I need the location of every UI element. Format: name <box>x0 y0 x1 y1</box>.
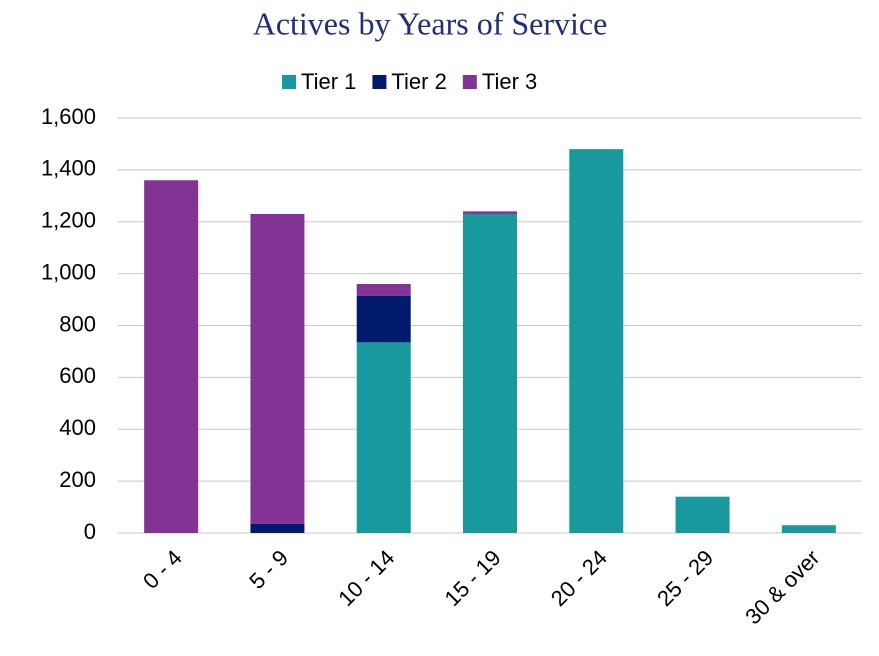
y-tick-label: 200 <box>59 467 96 492</box>
bar-segment <box>250 523 305 533</box>
x-tick-label: 20 - 24 <box>546 545 612 611</box>
bar-segment <box>781 525 836 533</box>
bar-segment <box>463 213 517 533</box>
y-tick-label: 1,400 <box>41 156 96 181</box>
legend-label: Tier 3 <box>482 69 537 94</box>
bar-segment <box>144 180 199 533</box>
x-tick-label: 5 - 9 <box>244 545 293 594</box>
x-tick-label: 30 & over <box>740 545 824 629</box>
bar-segment <box>250 213 305 524</box>
bar-segment <box>675 496 730 533</box>
x-tick-label: 0 - 4 <box>138 545 187 594</box>
y-tick-label: 400 <box>59 415 96 440</box>
y-tick-label: 1,600 <box>41 104 96 129</box>
chart-title: Actives by Years of Service <box>253 5 608 41</box>
y-tick-label: 0 <box>84 519 96 544</box>
x-tick-label: 25 - 29 <box>652 545 718 611</box>
legend-swatch <box>462 75 477 89</box>
legend-label: Tier 1 <box>301 69 356 94</box>
bar-segment <box>356 342 411 533</box>
x-tick-label: 15 - 19 <box>440 545 506 611</box>
y-tick-label: 1,200 <box>41 208 96 233</box>
bar-segment <box>569 149 624 533</box>
legend-swatch <box>372 75 387 89</box>
legend-swatch <box>282 75 296 89</box>
bar-segment <box>356 295 411 343</box>
y-tick-label: 600 <box>59 363 96 388</box>
y-tick-label: 1,000 <box>41 259 96 284</box>
bar-segment <box>463 211 517 214</box>
bar-segment <box>356 284 411 296</box>
x-tick-label: 10 - 14 <box>333 545 399 611</box>
legend-label: Tier 2 <box>391 69 446 94</box>
y-tick-label: 800 <box>59 311 96 336</box>
